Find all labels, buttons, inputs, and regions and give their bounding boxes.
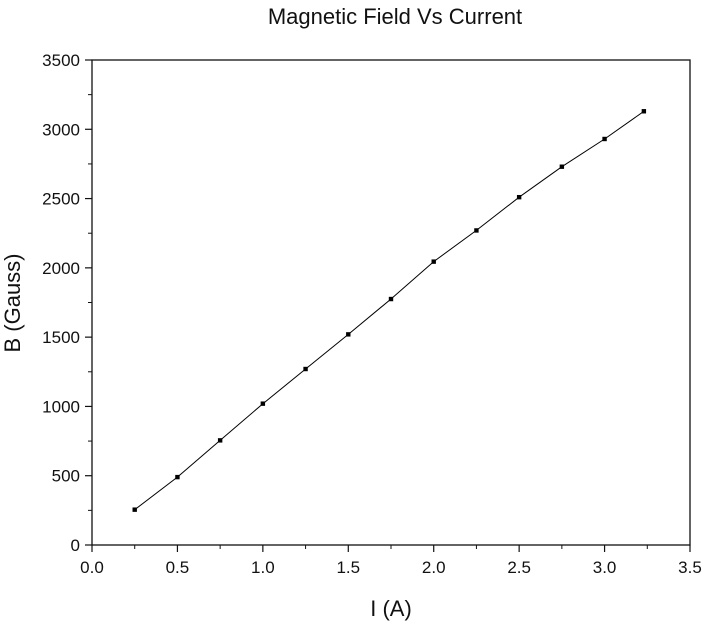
- data-point: [260, 401, 266, 406]
- y-tick-label: 2500: [42, 190, 80, 209]
- tick-labels: 0.0 0.5 1.0 1.5 2.0 2.5 3.0 3.5 0 500 1000 1500 2000…: [42, 51, 702, 577]
- data-point: [641, 109, 647, 114]
- plot-frame: [91, 59, 691, 546]
- chart-title: Magnetic Field Vs Current: [268, 4, 522, 29]
- y-axis-label: B (Gauss): [0, 253, 25, 352]
- data-point: [431, 259, 436, 264]
- data-point: [559, 164, 565, 169]
- data-point: [346, 332, 351, 337]
- ticks: [85, 59, 691, 552]
- series-line: [134, 110, 645, 511]
- data-point: [388, 296, 394, 302]
- data-point: [516, 194, 522, 200]
- y-tick-label: 500: [52, 467, 80, 486]
- y-tick-label: 3000: [42, 120, 80, 139]
- x-tick-label: 0.0: [80, 558, 104, 577]
- data-point: [132, 507, 137, 512]
- y-tick-label: 3500: [42, 51, 80, 70]
- x-tick-label: 1.5: [336, 558, 360, 577]
- data-point: [474, 228, 479, 233]
- data-point: [217, 438, 223, 443]
- series-layer: [132, 109, 647, 512]
- y-tick-label: 2000: [42, 259, 80, 278]
- x-axis-label: I (A): [370, 596, 412, 621]
- data-point: [602, 136, 607, 142]
- x-tick-label: 1.0: [251, 558, 275, 577]
- data-point: [175, 474, 180, 480]
- data-point: [303, 366, 308, 372]
- y-tick-label: 0: [71, 536, 80, 555]
- x-tick-label: 3.5: [678, 558, 702, 577]
- x-tick-label: 3.0: [593, 558, 617, 577]
- y-tick-label: 1000: [42, 397, 80, 416]
- y-tick-label: 1500: [42, 328, 80, 347]
- x-tick-label: 2.5: [507, 558, 531, 577]
- x-tick-label: 0.5: [166, 558, 190, 577]
- x-tick-label: 2.0: [422, 558, 446, 577]
